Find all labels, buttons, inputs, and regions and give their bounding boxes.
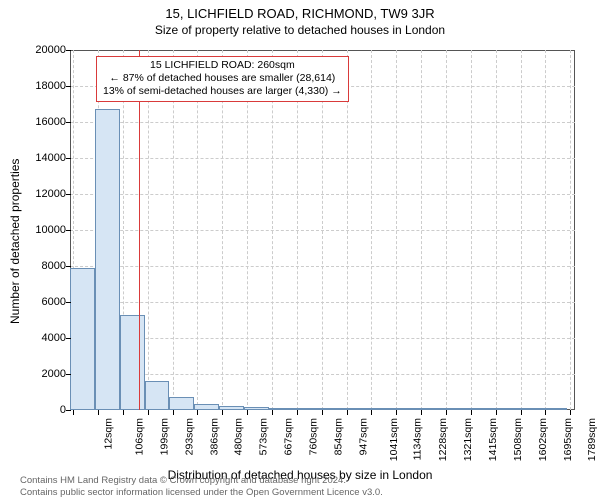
y-tick-label: 12000 [32,188,66,200]
x-tick-mark [322,410,323,415]
marker-line1: 15 LICHFIELD ROAD: 260sqm [103,59,342,72]
y-tick-label: 0 [32,404,66,416]
x-tick-label: 1789sqm [587,418,599,461]
chart-subtitle: Size of property relative to detached ho… [0,21,600,39]
x-tick-mark [446,410,447,415]
x-tick-mark [123,410,124,415]
grid-line-v [396,50,397,410]
x-tick-label: 106sqm [133,418,145,455]
grid-line-v [272,50,273,410]
y-tick-mark [66,338,71,339]
x-tick-label: 12sqm [103,418,115,450]
x-tick-mark [297,410,298,415]
histogram-bar [145,381,170,410]
y-tick-label: 2000 [32,368,66,380]
x-tick-label: 947sqm [357,418,369,455]
y-tick-label: 8000 [32,260,66,272]
chart-title: 15, LICHFIELD ROAD, RICHMOND, TW9 3JR [0,0,600,21]
marker-annotation-box: 15 LICHFIELD ROAD: 260sqm← 87% of detach… [96,56,349,102]
grid-line-v [222,50,223,410]
x-tick-label: 854sqm [332,418,344,455]
x-tick-mark [173,410,174,415]
x-tick-mark [521,410,522,415]
x-tick-label: 573sqm [258,418,270,455]
y-tick-mark [66,122,71,123]
y-tick-mark [66,194,71,195]
grid-line-v [371,50,372,410]
y-tick-mark [66,374,71,375]
y-tick-mark [66,86,71,87]
grid-line-v [421,50,422,410]
grid-line-v [247,50,248,410]
x-tick-mark [396,410,397,415]
grid-line-v [496,50,497,410]
plot-area: 15 LICHFIELD ROAD: 260sqm← 87% of detach… [70,50,575,410]
x-tick-label: 1321sqm [462,418,474,461]
x-tick-label: 1508sqm [512,418,524,461]
footer-attribution: Contains HM Land Registry data © Crown c… [20,475,590,498]
x-tick-label: 1695sqm [562,418,574,461]
y-tick-label: 16000 [32,116,66,128]
grid-line-v [173,50,174,410]
x-tick-mark [247,410,248,415]
x-tick-mark [148,410,149,415]
histogram-bar [95,109,120,410]
grid-line-v [521,50,522,410]
y-tick-mark [66,230,71,231]
y-tick-mark [66,410,71,411]
x-tick-label: 760sqm [307,418,319,455]
marker-line3: 13% of semi-detached houses are larger (… [103,85,342,98]
grid-line-v [297,50,298,410]
grid-line-v [446,50,447,410]
x-tick-mark [471,410,472,415]
x-tick-label: 1134sqm [412,418,424,460]
y-tick-mark [66,50,71,51]
y-axis-label: Number of detached properties [8,159,22,324]
x-tick-mark [570,410,571,415]
x-tick-label: 386sqm [208,418,220,455]
grid-line-v [347,50,348,410]
x-tick-mark [197,410,198,415]
x-tick-mark [272,410,273,415]
x-tick-mark [371,410,372,415]
x-tick-mark [73,410,74,415]
footer-line1: Contains HM Land Registry data © Crown c… [20,475,346,486]
grid-line-v [322,50,323,410]
y-tick-label: 10000 [32,224,66,236]
x-tick-mark [347,410,348,415]
grid-line-v [545,50,546,410]
x-tick-mark [222,410,223,415]
x-tick-label: 199sqm [158,418,170,455]
x-tick-mark [545,410,546,415]
x-tick-mark [98,410,99,415]
x-tick-label: 667sqm [283,418,295,455]
y-tick-label: 18000 [32,80,66,92]
marker-line2: ← 87% of detached houses are smaller (28… [103,72,342,85]
y-tick-label: 4000 [32,332,66,344]
x-tick-label: 1041sqm [388,418,400,461]
histogram-bar [70,268,95,410]
grid-line-v [570,50,571,410]
x-tick-label: 293sqm [183,418,195,455]
y-tick-label: 20000 [32,44,66,56]
footer-line2: Contains public sector information licen… [20,487,383,498]
x-tick-mark [496,410,497,415]
chart-container: 15, LICHFIELD ROAD, RICHMOND, TW9 3JR Si… [0,0,600,500]
marker-line [139,50,140,410]
x-tick-mark [421,410,422,415]
grid-line-v [197,50,198,410]
grid-line-v [148,50,149,410]
x-tick-label: 1415sqm [487,418,499,461]
grid-line-v [471,50,472,410]
histogram-bar [169,397,194,410]
x-tick-label: 1602sqm [537,418,549,461]
x-tick-label: 480sqm [233,418,245,455]
y-tick-label: 6000 [32,296,66,308]
x-tick-label: 1228sqm [437,418,449,461]
y-tick-mark [66,302,71,303]
y-tick-label: 14000 [32,152,66,164]
y-tick-mark [66,266,71,267]
histogram-bar [120,315,145,410]
y-tick-mark [66,158,71,159]
